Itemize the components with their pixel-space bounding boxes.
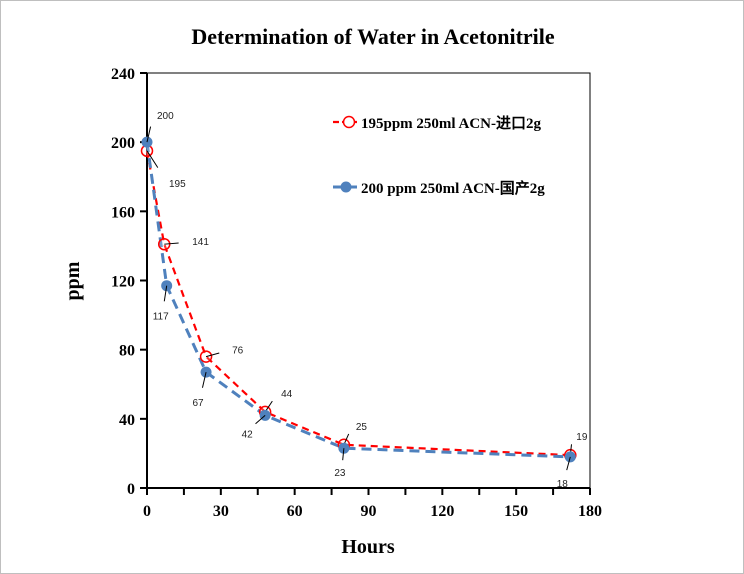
leader-line	[163, 285, 168, 302]
y-tick-label: 200	[111, 135, 135, 152]
leader-line	[164, 242, 179, 245]
y-tick-label: 160	[111, 204, 135, 221]
leader-line	[255, 414, 266, 425]
leader-line	[566, 456, 571, 471]
x-tick-label: 0	[143, 503, 151, 520]
data-label: 141	[192, 237, 209, 248]
data-label: 195	[169, 179, 186, 190]
data-label: 42	[242, 429, 254, 440]
series-line-1	[145, 150, 571, 457]
x-tick-label: 90	[361, 503, 377, 520]
legend-marker-filled-circle	[340, 181, 352, 193]
legend-marker-open-circle	[342, 115, 356, 129]
data-label: 18	[557, 479, 569, 490]
y-tick-label: 120	[111, 274, 135, 291]
chart-title: Determination of Water in Acetonitrile	[191, 24, 555, 49]
x-tick-label: 120	[430, 503, 454, 520]
data-label: 67	[193, 398, 205, 409]
data-label: 200	[157, 111, 174, 122]
series-line-2	[145, 141, 571, 459]
y-tick-label: 80	[119, 343, 135, 360]
data-label: 117	[153, 312, 169, 323]
y-tick-label: 40	[119, 412, 135, 429]
data-label: 25	[356, 422, 368, 433]
data-label: 19	[576, 432, 588, 443]
x-axis-label: Hours	[341, 536, 395, 558]
data-label: 23	[334, 468, 346, 479]
leader-line	[342, 448, 345, 461]
y-tick-label: 240	[111, 66, 135, 83]
y-tick-label: 0	[127, 481, 135, 498]
x-tick-label: 150	[504, 503, 528, 520]
plot-frame	[146, 72, 591, 489]
legend-entry-2: 200 ppm 250ml ACN-国产2g	[361, 179, 545, 197]
y-axis-label: ppm	[62, 261, 84, 300]
legend-entry-1: 195ppm 250ml ACN-进口2g	[361, 115, 542, 132]
x-tick-label: 30	[213, 503, 229, 520]
leader-line	[146, 150, 159, 168]
leader-line	[205, 352, 220, 358]
leader-line	[201, 372, 207, 388]
leader-line	[146, 126, 152, 143]
x-tick-label: 180	[578, 503, 602, 520]
data-label: 76	[232, 346, 244, 357]
x-tick-label: 60	[287, 503, 303, 520]
data-label: 44	[281, 389, 293, 400]
